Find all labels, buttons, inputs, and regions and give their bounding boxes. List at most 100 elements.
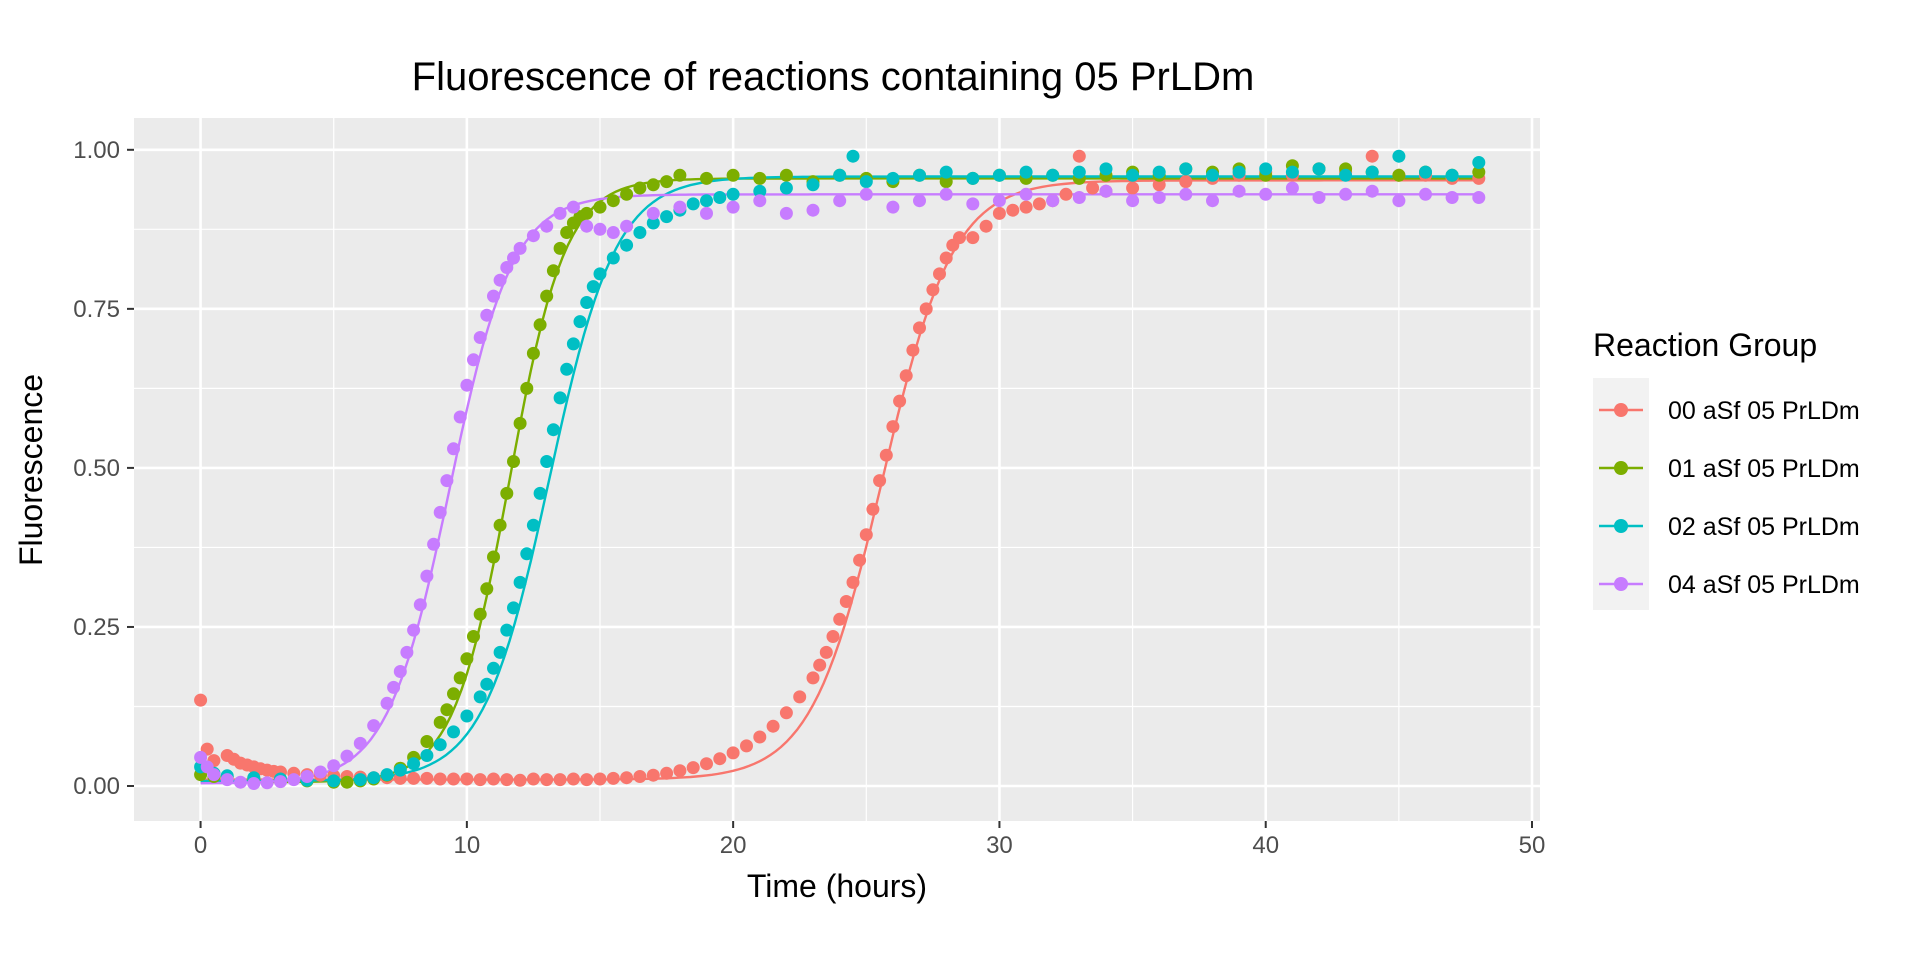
data-point bbox=[1285, 165, 1299, 179]
data-point bbox=[533, 486, 547, 500]
data-point bbox=[473, 607, 487, 621]
data-points bbox=[194, 149, 1486, 790]
legend-key-point bbox=[1614, 403, 1628, 417]
data-point bbox=[367, 719, 381, 733]
data-point bbox=[1392, 149, 1406, 163]
data-point bbox=[540, 773, 554, 787]
data-point bbox=[540, 455, 554, 468]
data-point bbox=[1392, 194, 1406, 208]
data-point bbox=[513, 773, 527, 787]
data-point bbox=[753, 730, 767, 744]
data-point bbox=[393, 665, 407, 678]
data-point bbox=[726, 187, 740, 201]
data-point bbox=[1339, 187, 1353, 201]
data-point bbox=[939, 251, 953, 265]
data-point bbox=[194, 750, 208, 764]
data-point bbox=[992, 194, 1006, 208]
x-axis-title: Time (hours) bbox=[747, 868, 927, 904]
legend-key-point bbox=[1614, 461, 1628, 475]
data-point bbox=[1445, 191, 1459, 204]
data-point bbox=[606, 771, 620, 785]
data-point bbox=[853, 553, 867, 567]
data-point bbox=[1285, 181, 1299, 195]
data-point bbox=[1312, 191, 1326, 204]
data-point bbox=[966, 231, 980, 245]
data-point bbox=[1365, 149, 1379, 163]
data-point bbox=[526, 518, 540, 532]
legend-key-point bbox=[1614, 577, 1628, 591]
data-point bbox=[380, 696, 394, 710]
data-point bbox=[453, 671, 467, 685]
data-point bbox=[1419, 165, 1432, 179]
data-point bbox=[580, 206, 594, 220]
data-point bbox=[779, 706, 793, 720]
y-tick-label: 0.50 bbox=[73, 455, 120, 482]
data-point bbox=[913, 321, 926, 335]
data-point bbox=[207, 768, 221, 782]
x-tick-label: 0 bbox=[194, 832, 207, 859]
data-point bbox=[487, 661, 500, 675]
data-point bbox=[540, 289, 554, 303]
data-point bbox=[487, 289, 500, 303]
data-point bbox=[493, 645, 507, 659]
data-point bbox=[553, 241, 567, 255]
data-point bbox=[340, 749, 354, 763]
y-tick-label: 1.00 bbox=[73, 137, 120, 164]
data-point bbox=[580, 296, 594, 309]
data-point bbox=[367, 771, 381, 785]
data-point bbox=[500, 261, 514, 274]
data-point bbox=[220, 773, 234, 787]
data-point bbox=[493, 518, 507, 532]
y-tick-label: 0.75 bbox=[73, 296, 120, 323]
legend-label: 00 aSf 05 PrLDm bbox=[1668, 397, 1860, 425]
legend-label: 01 aSf 05 PrLDm bbox=[1668, 455, 1860, 483]
data-point bbox=[1019, 165, 1033, 179]
data-point bbox=[1259, 162, 1273, 176]
data-point bbox=[194, 693, 208, 707]
legend-label: 02 aSf 05 PrLDm bbox=[1668, 513, 1860, 541]
data-point bbox=[1032, 197, 1046, 211]
data-point bbox=[1126, 194, 1140, 208]
data-point bbox=[859, 175, 873, 189]
data-point bbox=[560, 226, 574, 239]
data-point bbox=[939, 175, 953, 189]
data-point bbox=[566, 200, 580, 214]
data-point bbox=[700, 194, 713, 208]
data-point bbox=[673, 200, 687, 214]
data-point bbox=[806, 671, 820, 685]
data-point bbox=[833, 168, 847, 182]
data-point bbox=[327, 774, 341, 788]
data-point bbox=[1152, 178, 1166, 192]
data-point bbox=[553, 206, 567, 220]
data-point bbox=[1072, 191, 1086, 204]
data-point bbox=[660, 175, 674, 189]
data-point bbox=[1099, 184, 1113, 198]
data-point bbox=[646, 206, 660, 220]
data-point bbox=[407, 757, 421, 771]
y-axis-title: Fluorescence bbox=[13, 374, 49, 566]
data-point bbox=[526, 229, 540, 243]
data-point bbox=[779, 168, 793, 182]
data-point bbox=[433, 505, 447, 519]
data-point bbox=[713, 752, 727, 766]
data-point bbox=[893, 394, 907, 408]
data-point bbox=[493, 273, 507, 287]
data-point bbox=[234, 775, 247, 789]
data-point bbox=[560, 362, 574, 376]
data-point bbox=[566, 337, 580, 351]
data-point bbox=[520, 547, 534, 561]
data-point bbox=[726, 200, 740, 214]
data-point bbox=[839, 595, 853, 608]
data-point bbox=[387, 680, 401, 694]
data-point bbox=[620, 771, 634, 785]
data-point bbox=[420, 771, 434, 785]
data-point bbox=[447, 687, 460, 701]
data-point bbox=[700, 171, 713, 185]
data-point bbox=[886, 171, 900, 185]
data-point bbox=[487, 772, 500, 786]
data-point bbox=[686, 197, 700, 211]
data-point bbox=[833, 194, 847, 208]
data-point bbox=[407, 623, 421, 637]
data-point bbox=[620, 238, 634, 252]
